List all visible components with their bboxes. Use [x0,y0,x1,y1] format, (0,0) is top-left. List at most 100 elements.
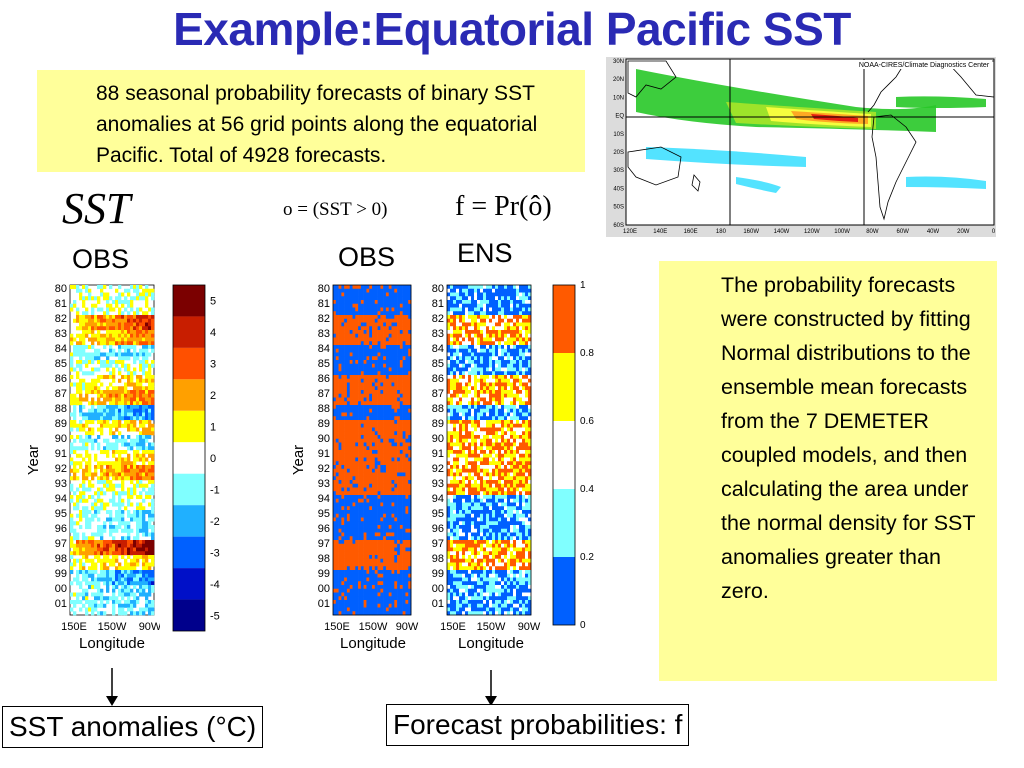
year-tick: 99 [55,568,67,580]
map-longitude-tick: 120E [623,229,637,235]
colorbar-swatch [173,379,205,411]
colorbar-tick: 0.4 [580,484,594,495]
year-tick: 85 [432,358,444,370]
year-tick: 83 [432,328,444,340]
year-tick: 84 [432,343,444,355]
sst-map-frame: NOAA-CIRES/Climate Diagnostics Center 30… [606,57,996,237]
map-longitude-tick: 180 [716,229,727,235]
colorbar-swatch [173,442,205,474]
year-tick: 01 [318,598,330,610]
colorbar-swatch [173,505,205,537]
year-tick: 88 [55,403,67,415]
obs-anomaly-heatmap: 80 81 82 83 84 85 86 87 88 89 90 91 92 93 94 95 96 97 98 99… [25,283,160,652]
year-tick: 85 [55,358,67,370]
year-tick: 95 [432,508,444,520]
sst-symbol: SST [62,184,131,233]
arrow-right [485,670,497,706]
right-note-box [659,261,997,681]
obs-label-middle: OBS [338,242,396,272]
year-tick: 81 [432,298,444,310]
map-longitude-tick: 20W [957,229,970,235]
year-tick: 96 [55,523,67,535]
year-tick: 80 [318,283,330,295]
longitude-tick: 150W [477,621,506,633]
forecast-probabilities-label: Forecast probabilities: f [386,704,690,746]
year-tick: 90 [432,433,444,445]
year-tick: 93 [432,478,444,490]
obs-equation: o = (SST > 0) [283,199,388,220]
year-tick: 91 [318,448,330,460]
year-tick: 90 [55,433,67,445]
year-tick: 88 [318,403,330,415]
colorbar-tick: 0 [580,620,586,631]
longitude-tick: 150E [440,621,466,633]
year-tick: 83 [55,328,67,340]
year-tick: 81 [318,298,330,310]
anomaly-colorbar: 5 4 3 2 1 0 -1 -2 -3 -4 -5 [172,284,220,632]
year-tick: 00 [432,583,444,595]
right-note-text: The probability forecasts were construct… [721,273,976,603]
ens-label: ENS [457,238,513,268]
year-tick: 87 [318,388,330,400]
longitude-axis-label: Longitude [79,635,145,652]
year-tick: 89 [318,418,330,430]
year-tick: 89 [432,418,444,430]
map-longitude-tick: 40W [927,229,940,235]
longitude-axis-label: Longitude [458,635,524,652]
year-tick: 93 [318,478,330,490]
year-tick: 84 [55,343,67,355]
longitude-tick: 150W [359,621,388,633]
colorbar-tick: -2 [210,516,220,528]
map-latitude-tick: 10S [613,132,624,138]
year-tick: 85 [318,358,330,370]
year-tick: 89 [55,418,67,430]
year-tick: 81 [55,298,67,310]
map-latitude-tick: 30N [613,59,624,65]
colorbar-tick: 0 [210,453,216,465]
year-tick: 99 [318,568,330,580]
year-tick: 94 [318,493,330,505]
colorbar-swatch [173,347,205,380]
map-latitude-tick: 60S [613,223,624,229]
map-credit: NOAA-CIRES/Climate Diagnostics Center [859,62,990,69]
map-latitude-tick: 20S [613,150,624,156]
colorbar-tick: -5 [210,610,220,622]
colorbar-swatch [553,557,575,625]
map-longitude-tick: 0 [992,229,996,235]
colorbar-tick: 5 [210,296,216,308]
year-tick: 90 [318,433,330,445]
colorbar-tick: 0.8 [580,348,594,359]
year-tick: 96 [432,523,444,535]
year-tick: 92 [432,463,444,475]
sst-anomalies-label: SST anomalies (°C) [2,706,264,748]
map-longitude-tick: 60W [897,229,910,235]
coastline [691,174,701,192]
colorbar-tick: 1 [580,280,586,291]
map-latitude-tick: EQ [615,114,624,120]
year-tick: 82 [318,313,330,325]
map-longitude-tick: 140W [774,229,790,235]
colorbar-swatch [173,285,205,317]
colorbar-tick: 3 [210,359,216,371]
sst-contour-band [906,176,986,189]
year-tick: 83 [318,328,330,340]
year-tick: 91 [432,448,444,460]
map-latitude-tick: 10N [613,95,624,101]
colorbar-swatch [173,568,205,600]
sst-contour-band [896,96,986,108]
year-tick: 98 [318,553,330,565]
year-tick: 86 [55,373,67,385]
longitude-tick: 90W [396,621,419,633]
year-tick: 86 [318,373,330,385]
probability-colorbar: 1 0.8 0.6 0.4 0.2 0 [552,280,594,631]
forecast-equation: f = Pr(ô) [455,191,552,222]
slide-title: Example:Equatorial Pacific SST [173,3,851,55]
map-latitude-tick: 40S [613,186,624,192]
year-tick: 00 [55,583,67,595]
year-tick: 80 [55,283,67,295]
year-axis-label: Year [290,445,307,475]
colorbar-swatch [173,536,205,569]
year-tick: 01 [432,598,444,610]
obs-binary-heatmap: 80 81 82 83 84 85 86 87 88 89 90 91 92 93 94 95 96 97 98 99… [290,283,419,652]
map-longitude-tick: 160E [684,229,698,235]
